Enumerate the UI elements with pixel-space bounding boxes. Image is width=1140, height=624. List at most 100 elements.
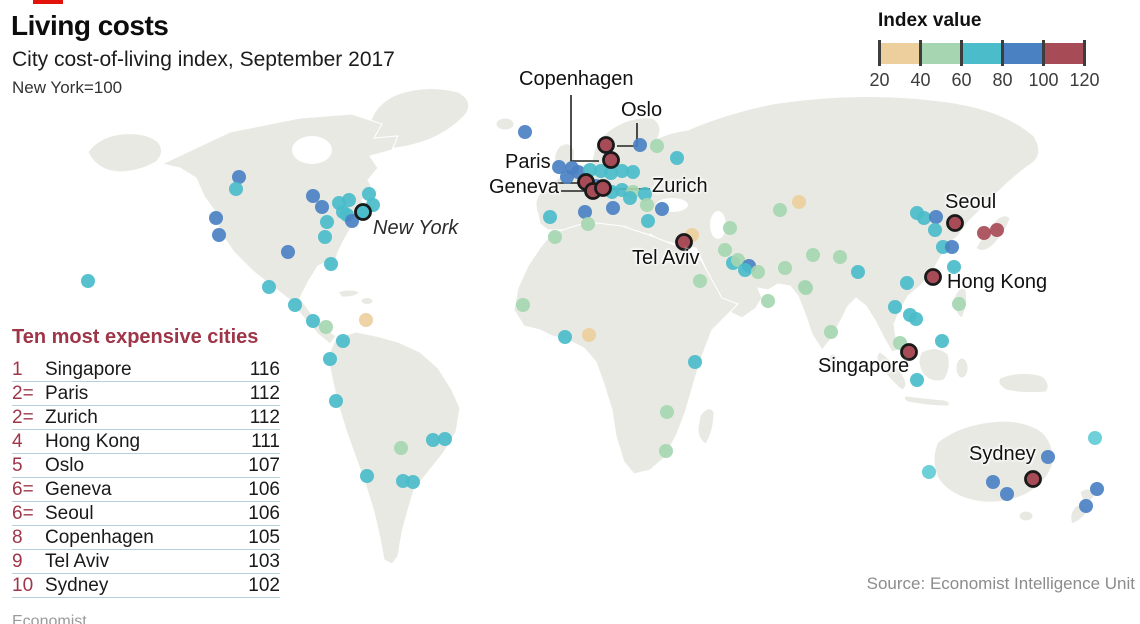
row-city: Tel Aviv xyxy=(45,551,110,572)
caspian-sea xyxy=(710,211,726,239)
row-rank: 6= xyxy=(12,503,34,524)
table-row: 5 Oslo 107 xyxy=(12,454,280,478)
source-note: Source: Economist Intelligence Unit xyxy=(866,574,1135,593)
city-dot xyxy=(738,263,752,277)
sulawesi xyxy=(955,357,969,379)
row-city: Oslo xyxy=(45,455,85,476)
city-dot xyxy=(922,465,936,479)
city-dots xyxy=(81,125,1104,513)
city-dot xyxy=(792,195,806,209)
city-dot xyxy=(306,189,320,203)
city-dot xyxy=(345,214,359,228)
legend-tick xyxy=(1083,40,1086,66)
city-dot xyxy=(1000,487,1014,501)
city-dot xyxy=(582,328,596,342)
ranking-table-title: Ten most expensive cities xyxy=(12,326,259,348)
sumatra xyxy=(876,351,907,391)
table-row: 2= Zurich 112 xyxy=(12,406,280,430)
city-dot xyxy=(928,223,942,237)
row-value: 111 xyxy=(251,431,280,452)
row-city: Copenhagen xyxy=(45,527,154,548)
legend-tick xyxy=(878,40,881,66)
city-dot xyxy=(623,191,637,205)
city-dot xyxy=(910,373,924,387)
city-dot xyxy=(552,160,566,174)
city-dot xyxy=(778,261,792,275)
map-label-paris: Paris xyxy=(505,151,551,173)
city-dot xyxy=(688,355,702,369)
table-row: 2= Paris 112 xyxy=(12,382,280,406)
city-dot xyxy=(362,187,376,201)
city-dot xyxy=(281,245,295,259)
sri-lanka xyxy=(828,353,838,365)
row-value: 116 xyxy=(249,359,280,380)
new-guinea xyxy=(998,372,1049,394)
city-dot-highlighted xyxy=(946,214,964,232)
row-value: 102 xyxy=(248,575,280,596)
city-dot xyxy=(581,217,595,231)
legend-tick-labels: 20 40 60 80 100 120 xyxy=(869,70,1099,92)
continent-alaska xyxy=(87,133,162,173)
city-dot xyxy=(262,280,276,294)
city-dot-highlighted xyxy=(594,179,612,197)
legend-swatch xyxy=(1004,42,1042,64)
row-value: 112 xyxy=(249,407,280,428)
city-dot xyxy=(670,151,684,165)
city-dot xyxy=(578,205,592,219)
legend-swatch xyxy=(881,42,919,64)
city-dot xyxy=(324,257,338,271)
continents xyxy=(87,88,1097,565)
city-dot xyxy=(638,187,652,201)
map-label-geneva: Geneva xyxy=(489,176,560,198)
city-dot xyxy=(315,200,329,214)
city-dot-highlighted xyxy=(900,343,918,361)
city-dot xyxy=(329,394,343,408)
city-dot xyxy=(394,441,408,455)
city-dot xyxy=(917,211,931,225)
city-dot xyxy=(360,469,374,483)
table-row: 4 Hong Kong 111 xyxy=(12,430,280,454)
city-dot xyxy=(799,281,813,295)
hudson-bay xyxy=(292,136,332,164)
legend-tick-label: 40 xyxy=(910,70,931,90)
city-dot xyxy=(731,253,745,267)
map-label-seoul: Seoul xyxy=(945,191,997,213)
city-dot xyxy=(693,274,707,288)
city-dot xyxy=(320,215,334,229)
city-dot-highlighted xyxy=(1024,470,1042,488)
city-dot xyxy=(516,298,530,312)
map-label-hong-kong: Hong Kong xyxy=(947,271,1048,293)
chart-title: Living costs xyxy=(11,10,169,41)
legend-tick-label: 120 xyxy=(1069,70,1100,90)
city-dot xyxy=(888,300,902,314)
city-dot-highlighted xyxy=(602,151,620,169)
tasmania xyxy=(1018,510,1034,522)
city-dot xyxy=(319,320,333,334)
footer-clipped-text: Economist xyxy=(12,613,87,624)
row-rank: 8 xyxy=(12,527,23,548)
leader-line xyxy=(570,95,599,162)
row-city: Hong Kong xyxy=(45,431,141,452)
row-rank: 9 xyxy=(12,551,23,572)
row-value: 105 xyxy=(248,527,280,548)
legend-tick xyxy=(960,40,963,66)
city-dot xyxy=(723,221,737,235)
city-dot-highlighted xyxy=(675,233,693,251)
row-value: 106 xyxy=(248,479,280,500)
city-dot xyxy=(851,265,865,279)
hispaniola xyxy=(360,297,374,305)
city-dot xyxy=(655,202,669,216)
row-city: Seoul xyxy=(45,503,94,524)
legend-tick xyxy=(1001,40,1004,66)
city-dot xyxy=(359,313,373,327)
iceland xyxy=(495,117,515,131)
madagascar xyxy=(697,408,715,445)
city-dot xyxy=(560,170,574,184)
legend-tick-label: 100 xyxy=(1028,70,1059,90)
legend-tick-label: 80 xyxy=(992,70,1013,90)
city-dot xyxy=(518,125,532,139)
economist-red-tab xyxy=(33,0,63,4)
continent-africa xyxy=(513,221,739,475)
city-dot xyxy=(1079,499,1093,513)
